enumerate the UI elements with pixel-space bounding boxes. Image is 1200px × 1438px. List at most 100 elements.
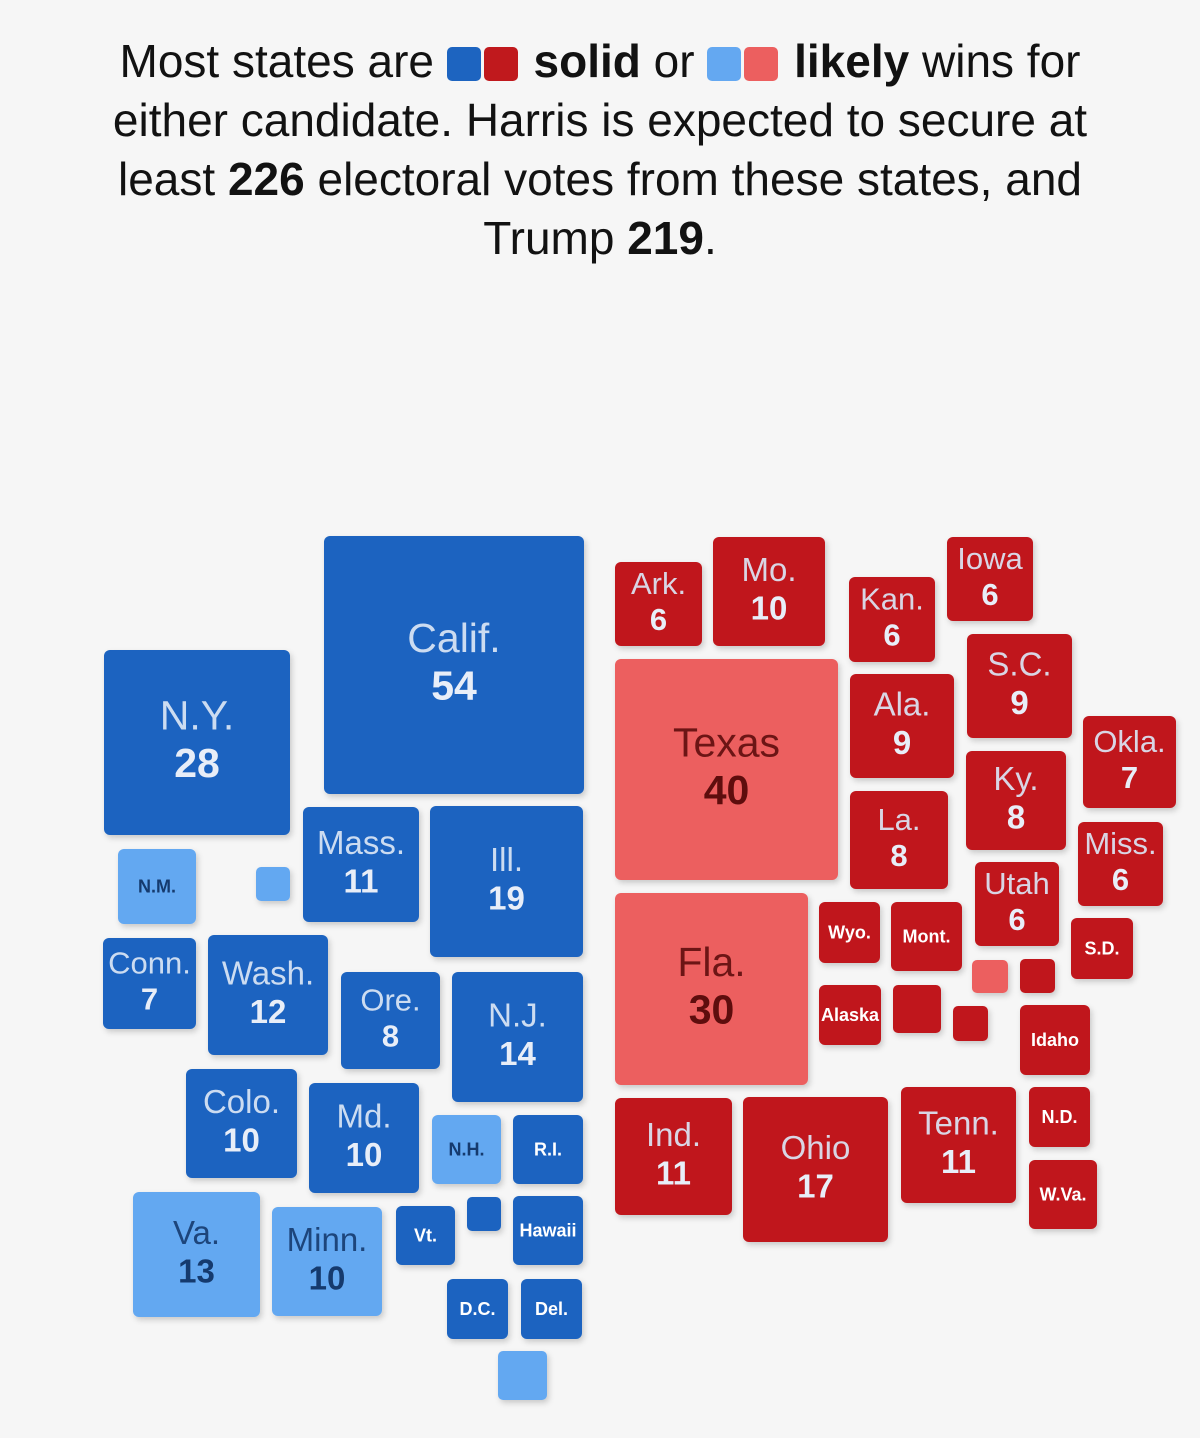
tile [103, 938, 196, 1029]
tile [893, 985, 941, 1033]
state-tile: Tenn.11 [901, 1087, 1016, 1203]
tile [452, 972, 583, 1102]
state-name: Colo. [203, 1083, 280, 1120]
state-votes: 11 [941, 1143, 976, 1180]
tile [498, 1351, 547, 1400]
state-votes: 8 [382, 1019, 399, 1054]
state-tile: Hawaii [513, 1196, 583, 1265]
state-name: Hawaii [519, 1220, 576, 1240]
state-tile: N.H. [432, 1115, 501, 1184]
state-tile: Del. [521, 1279, 582, 1339]
state-name: D.C. [460, 1299, 496, 1319]
state-tile: La.8 [850, 791, 948, 889]
swatch [446, 47, 481, 81]
state-votes: 13 [178, 1252, 215, 1289]
state-name: Mass. [317, 824, 405, 861]
tile [1071, 918, 1133, 979]
state-tile: Calif.54 [324, 536, 584, 794]
state-votes: 6 [1008, 902, 1025, 937]
state-tile: Ore.8 [341, 972, 440, 1069]
tile [133, 1192, 260, 1317]
tile [891, 902, 962, 971]
tile [447, 1279, 508, 1339]
tile [1029, 1160, 1097, 1229]
state-tile: Ind.11 [615, 1098, 732, 1215]
state-name: Mo. [741, 551, 796, 588]
headline-number: 226 [227, 153, 305, 205]
state-tile: Fla.30 [615, 893, 808, 1085]
state-name: N.Y. [160, 693, 234, 739]
state-tile: Va.13 [133, 1192, 260, 1317]
state-votes: 6 [1112, 862, 1129, 897]
tile [819, 985, 881, 1045]
headline-text: or [653, 35, 695, 87]
tile [849, 577, 935, 662]
state-name: Texas [673, 720, 780, 766]
state-votes: 7 [141, 982, 158, 1017]
state-tile: Colo.10 [186, 1069, 297, 1178]
state-name: Ky. [993, 760, 1038, 797]
state-name: Va. [173, 1214, 220, 1251]
state-name: N.M. [138, 876, 176, 896]
tile [850, 791, 948, 889]
tile [430, 806, 583, 957]
tile [972, 960, 1008, 993]
state-votes: 6 [650, 602, 667, 637]
state-tile: Mont. [891, 902, 962, 971]
tile [1020, 1005, 1090, 1075]
state-votes: 28 [174, 740, 220, 786]
tile [1020, 959, 1055, 993]
state-tile: N.M. [118, 849, 196, 924]
headline: Most states are solid or likely wins for… [60, 32, 1140, 268]
state-tile: Miss.6 [1078, 822, 1163, 906]
swatch [483, 47, 518, 81]
state-tile: R.I. [513, 1115, 583, 1184]
tile [513, 1196, 583, 1265]
tile [901, 1087, 1016, 1203]
state-name: Fla. [677, 939, 745, 985]
state-votes: 19 [488, 879, 525, 916]
state-tile: Ky.8 [966, 751, 1066, 850]
state-votes: 10 [346, 1136, 383, 1173]
state-votes: 10 [223, 1121, 260, 1158]
state-tile: Mo.10 [713, 537, 825, 646]
state-name: Utah [984, 866, 1049, 901]
state-votes: 17 [797, 1167, 834, 1204]
state-name: Ohio [781, 1129, 851, 1166]
state-tile: Okla.7 [1083, 716, 1176, 808]
tile [303, 807, 419, 922]
state-name: Conn. [108, 946, 191, 981]
state-name: Iowa [957, 541, 1023, 576]
state-votes: 8 [1007, 798, 1025, 835]
state-name: Tenn. [918, 1105, 999, 1142]
headline-text: wins for either candidate. Harris is exp… [112, 35, 1088, 205]
headline-number: 219 [627, 212, 704, 264]
state-name: Calif. [407, 615, 500, 661]
tile [967, 634, 1072, 738]
state-name: La. [877, 802, 920, 837]
state-tile: Kan.6 [849, 577, 935, 662]
tile [324, 536, 584, 794]
swatch [744, 47, 779, 81]
state-name: Miss. [1084, 826, 1156, 861]
headline-text: Most states are [119, 35, 434, 87]
state-name: S.C. [987, 646, 1051, 683]
tile [396, 1206, 455, 1265]
state-name: N.H. [449, 1139, 485, 1159]
state-votes: 9 [893, 724, 911, 761]
headline-text: likely [794, 35, 910, 87]
tile [1029, 1087, 1090, 1147]
state-name: Del. [535, 1299, 568, 1319]
tile [521, 1279, 582, 1339]
tile [186, 1069, 297, 1178]
state-tile: Minn.10 [272, 1207, 382, 1316]
tile [953, 1006, 988, 1041]
headline-text: solid [533, 35, 641, 87]
tile [1083, 716, 1176, 808]
state-tile: S.D. [1071, 918, 1133, 979]
tile [743, 1097, 888, 1242]
state-votes: 40 [704, 767, 750, 813]
state-name: Md. [336, 1098, 391, 1135]
